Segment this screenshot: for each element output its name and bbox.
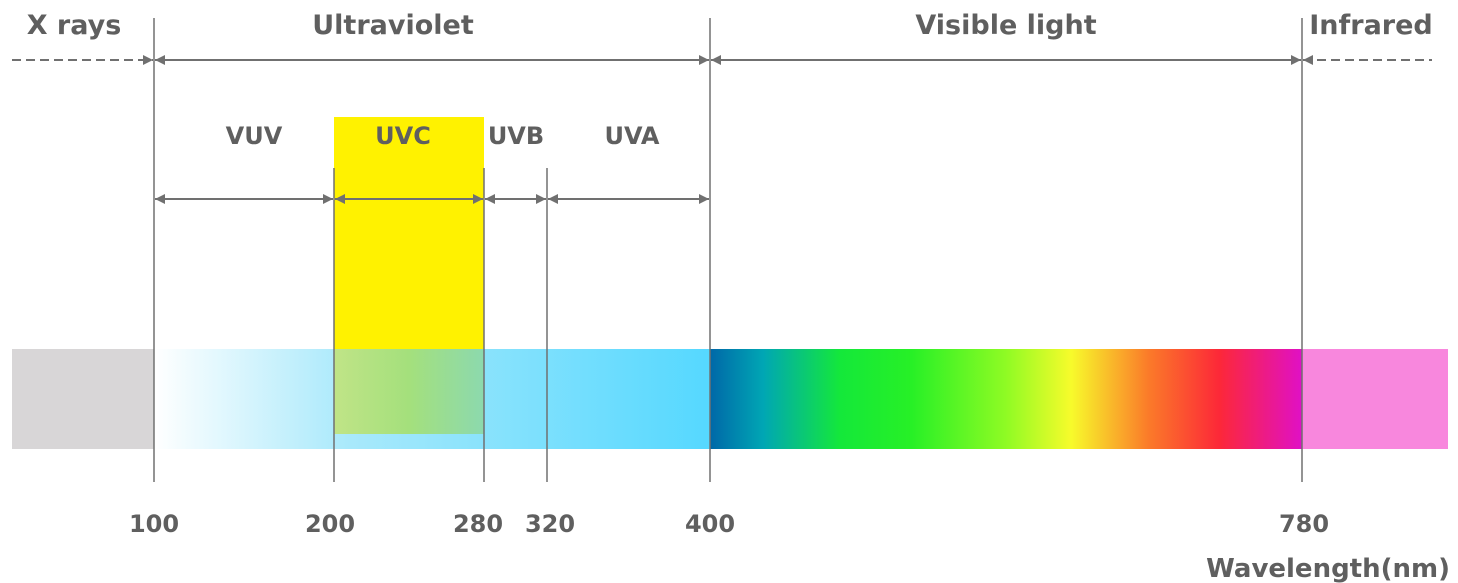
tick-label-400: 400 [685,510,735,538]
xray-band [12,349,154,449]
region-label-ultraviolet: Ultraviolet [312,10,474,41]
uvc-highlight-overlay [334,349,484,434]
tick-label-320: 320 [525,510,575,538]
infrared-band [1302,349,1448,449]
region-label-visible: Visible light [915,10,1096,41]
band-label-uva: UVA [604,122,659,150]
region-label-xrays: X rays [27,10,122,41]
band-label-vuv: VUV [226,122,283,150]
axis-label-wavelength: Wavelength(nm) [1206,554,1450,583]
tick-label-100: 100 [129,510,179,538]
uvc-highlight-bar [334,117,484,349]
boundary-lines [153,18,1303,482]
visible-band [710,349,1302,449]
band-label-uvb: UVB [488,122,544,150]
tick-label-780: 780 [1279,510,1329,538]
tick-label-200: 200 [305,510,355,538]
tick-label-280: 280 [453,510,503,538]
band-label-uvc: UVC [375,122,431,150]
region-label-infrared: Infrared [1309,10,1433,41]
